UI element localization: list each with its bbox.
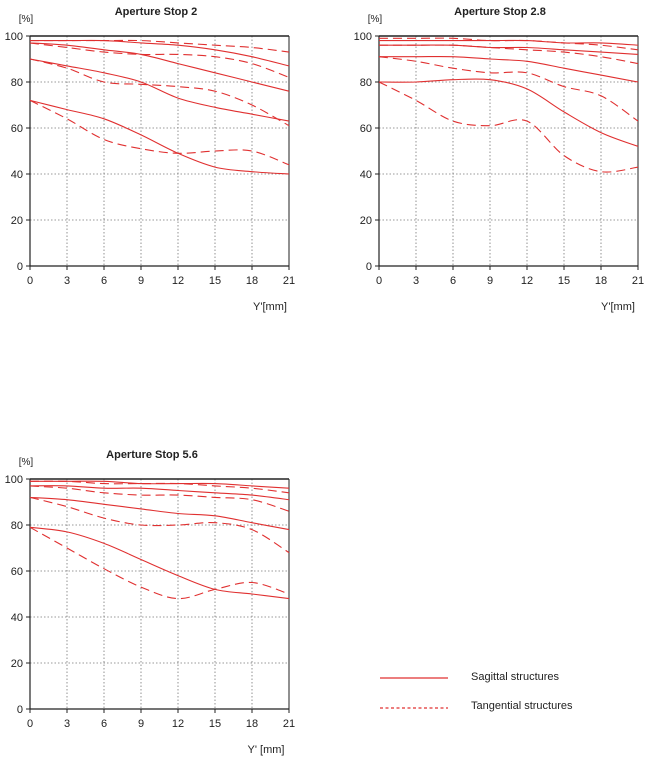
- y-tick-label: 0: [17, 704, 23, 716]
- series-line-tan-10: [379, 44, 639, 65]
- x-tick-label: 21: [283, 718, 295, 730]
- y-axis-label: [%]: [368, 14, 383, 25]
- x-tick-label: 15: [209, 718, 221, 730]
- x-tick-label: 0: [27, 275, 33, 287]
- series-line-tan-5: [29, 39, 290, 53]
- x-axis-label: Y'[mm]: [253, 301, 287, 313]
- x-tick-label: 15: [209, 275, 221, 287]
- x-tick-label: 18: [595, 275, 607, 287]
- series-line-sag-10: [29, 42, 290, 92]
- x-tick-label: 21: [632, 275, 644, 287]
- y-tick-label: 100: [354, 31, 372, 43]
- series-line-sag-40: [378, 78, 639, 147]
- chart-title: Aperture Stop 2: [115, 6, 198, 18]
- y-tick-label: 40: [11, 169, 23, 181]
- x-tick-label: 12: [172, 275, 184, 287]
- series-line-sag-10: [379, 44, 639, 55]
- series-line-sag-20: [29, 496, 290, 531]
- series-line-tan-20: [29, 496, 290, 554]
- x-tick-label: 6: [101, 275, 107, 287]
- series-line-sag-5: [30, 480, 290, 489]
- x-tick-label: 15: [558, 275, 570, 287]
- y-tick-label: 20: [360, 215, 372, 227]
- y-tick-label: 60: [11, 123, 23, 135]
- x-tick-label: 3: [64, 275, 70, 287]
- x-tick-label: 0: [27, 718, 33, 730]
- series-line-tan-10: [29, 42, 290, 78]
- series-line-sag-5: [29, 39, 290, 67]
- x-axis-label: Y'[mm]: [601, 301, 635, 313]
- series-line-tan-5: [378, 37, 639, 51]
- y-tick-label: 40: [360, 169, 372, 181]
- series-line-tan-40: [29, 99, 290, 166]
- legend-tangential-label: Tangential structures: [471, 700, 573, 712]
- chart-panel-1: Aperture Stop 2 [%] 0 20 40 60 80 100 0 3 6 9 12 15 18…: [5, 6, 295, 313]
- y-tick-label: 80: [11, 77, 23, 89]
- x-axis-label: Y' [mm]: [248, 744, 285, 756]
- x-tick-label: 9: [138, 718, 144, 730]
- x-tick-label: 18: [246, 275, 258, 287]
- y-tick-label: 100: [5, 474, 23, 486]
- series-line-sag-20: [29, 58, 290, 122]
- chart-panel-2: Aperture Stop 2.8 [%] 0 20 40 60 80 100 0 3 6 9 12 15…: [354, 6, 644, 313]
- x-tick-label: 9: [487, 275, 493, 287]
- x-tick-label: 6: [101, 718, 107, 730]
- legend-sagittal-label: Sagittal structures: [471, 671, 560, 683]
- series-line-tan-40: [29, 526, 290, 600]
- series-line-sag-40: [29, 526, 290, 600]
- x-tick-label: 12: [521, 275, 533, 287]
- y-tick-label: 20: [11, 658, 23, 670]
- series-line-sag-40: [29, 99, 290, 175]
- x-tick-label: 3: [413, 275, 419, 287]
- x-tick-label: 0: [376, 275, 382, 287]
- x-tick-label: 9: [138, 275, 144, 287]
- x-tick-label: 6: [450, 275, 456, 287]
- legend: Sagittal structures Tangential structure…: [380, 671, 573, 712]
- y-tick-label: 20: [11, 215, 23, 227]
- series-line-tan-40: [378, 81, 639, 173]
- chart-title: Aperture Stop 2.8: [454, 6, 546, 18]
- chart-title: Aperture Stop 5.6: [106, 449, 198, 461]
- y-tick-label: 60: [360, 123, 372, 135]
- series-line-tan-20: [29, 58, 290, 127]
- y-tick-label: 80: [11, 520, 23, 532]
- y-tick-label: 0: [366, 261, 372, 273]
- y-axis-label: [%]: [19, 14, 34, 25]
- series-line-tan-10: [29, 485, 290, 512]
- series-line-tan-5: [29, 480, 290, 494]
- series-line-tan-20: [378, 56, 639, 122]
- y-tick-label: 60: [11, 566, 23, 578]
- y-tick-label: 80: [360, 77, 372, 89]
- chart-panel-3: Aperture Stop 5.6 [%] 0 20 40 60 80 100 0 3 6 9 12 15…: [5, 449, 295, 756]
- y-tick-label: 100: [5, 31, 23, 43]
- y-axis-label: [%]: [19, 457, 34, 468]
- series-line-sag-20: [379, 55, 639, 83]
- x-tick-label: 3: [64, 718, 70, 730]
- y-tick-label: 0: [17, 261, 23, 273]
- x-tick-label: 12: [172, 718, 184, 730]
- y-tick-label: 40: [11, 612, 23, 624]
- x-tick-label: 21: [283, 275, 295, 287]
- series-line-sag-10: [29, 485, 290, 501]
- x-tick-label: 18: [246, 718, 258, 730]
